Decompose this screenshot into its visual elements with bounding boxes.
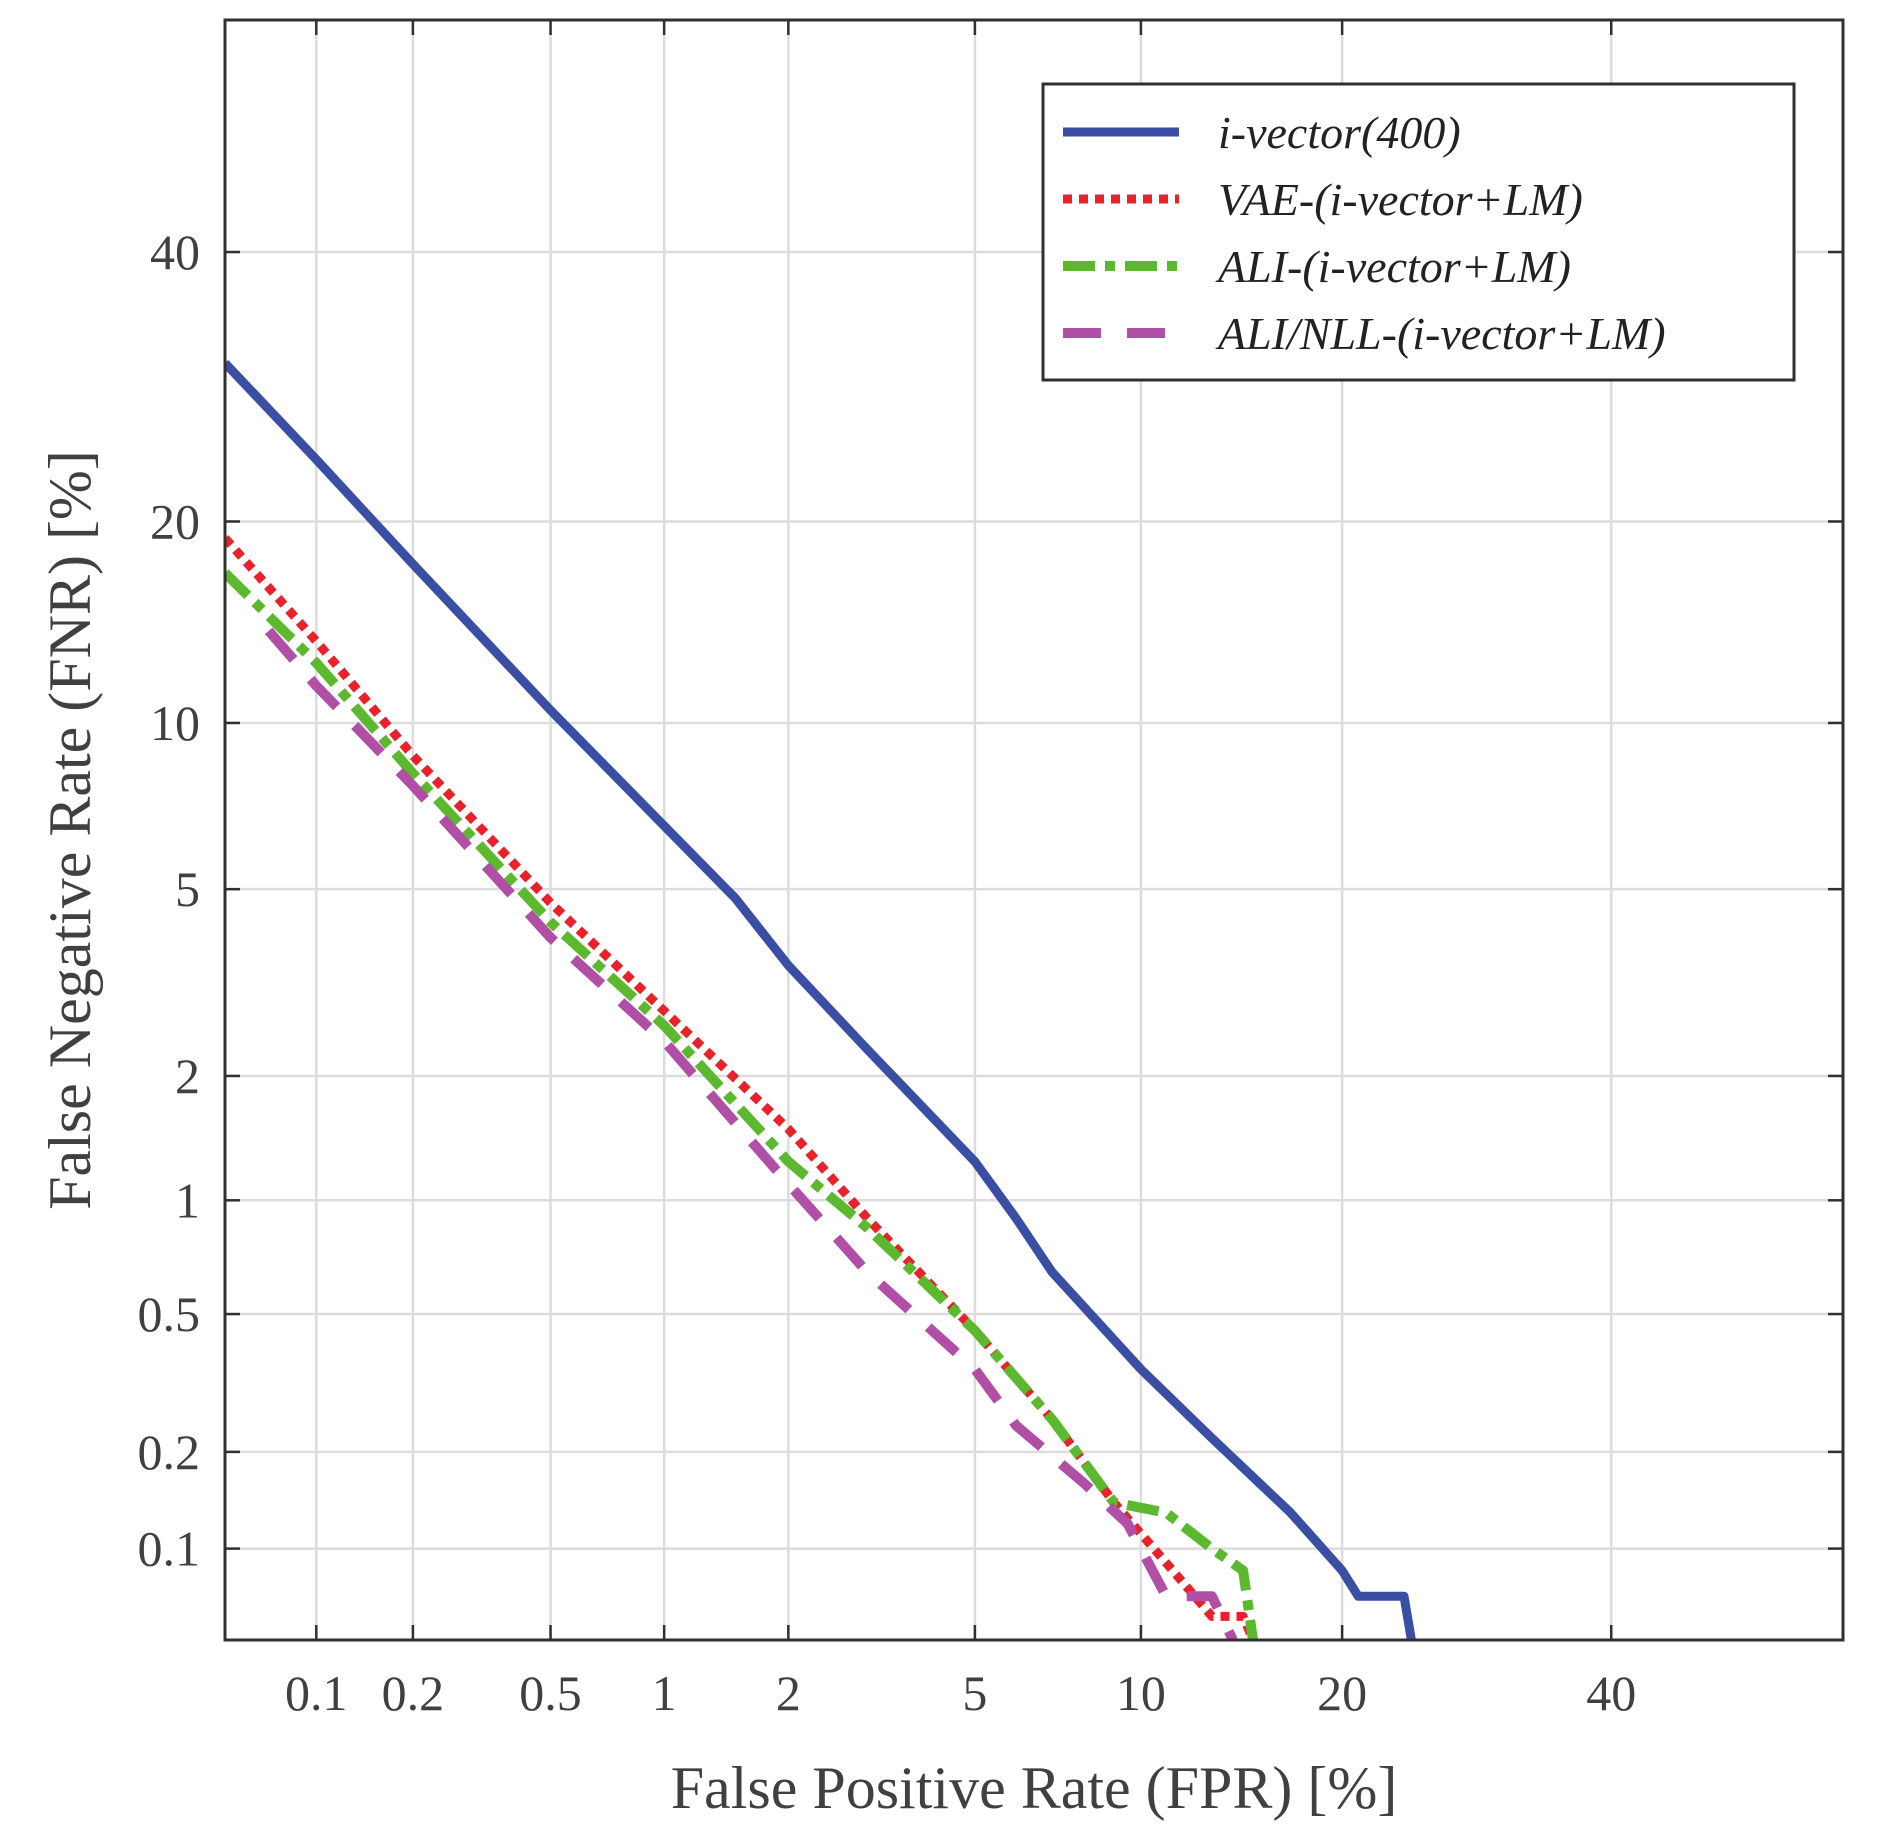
- plot-frame: [223, 18, 1845, 1642]
- legend-entry-label: i-vector(400): [1218, 107, 1461, 158]
- y-tick-label: 2: [175, 1048, 200, 1104]
- x-axis-label: False Positive Rate (FPR) [%]: [671, 1755, 1398, 1821]
- legend-entry-label: ALI/NLL-(i-vector+LM): [1215, 308, 1666, 359]
- x-tick-label: 20: [1317, 1665, 1367, 1721]
- series-line: [225, 569, 1258, 1640]
- legend-entry-label: ALI-(i-vector+LM): [1215, 241, 1571, 292]
- y-axis-label: False Negative Rate (FNR) [%]: [37, 450, 103, 1210]
- x-tick-label: 2: [776, 1665, 801, 1721]
- x-tick-label: 0.5: [519, 1665, 582, 1721]
- x-tick-label: 40: [1586, 1665, 1636, 1721]
- x-tick-label: 1: [652, 1665, 677, 1721]
- series-line: [225, 360, 1416, 1640]
- grid-lines: [225, 20, 1843, 1640]
- x-tick-label: 5: [962, 1665, 987, 1721]
- y-tick-label: 0.5: [138, 1286, 201, 1342]
- x-tick-label: 10: [1116, 1665, 1166, 1721]
- series-line: [225, 535, 1258, 1640]
- series-lines: [225, 360, 1416, 1640]
- y-tick-label: 10: [150, 695, 200, 751]
- x-tick-label: 0.1: [285, 1665, 348, 1721]
- y-tick-label: 0.2: [138, 1424, 201, 1480]
- axis-ticks: 0.1 0.2 0.5 1 2 5 10 20 40 0.1 0.2 0.5 1 2 5 10 20 40: [138, 20, 1843, 1721]
- legend-entry-label: VAE-(i-vector+LM): [1218, 174, 1583, 225]
- legend: i-vector(400) VAE-(i-vector+LM) ALI-(i-vec…: [1041, 82, 1796, 382]
- y-tick-label: 5: [175, 861, 200, 917]
- x-tick-label: 0.2: [382, 1665, 445, 1721]
- series-line: [264, 627, 1238, 1640]
- y-tick-label: 0.1: [138, 1521, 201, 1577]
- y-tick-label: 20: [150, 493, 200, 549]
- y-tick-label: 40: [150, 224, 200, 280]
- y-tick-label: 1: [175, 1172, 200, 1228]
